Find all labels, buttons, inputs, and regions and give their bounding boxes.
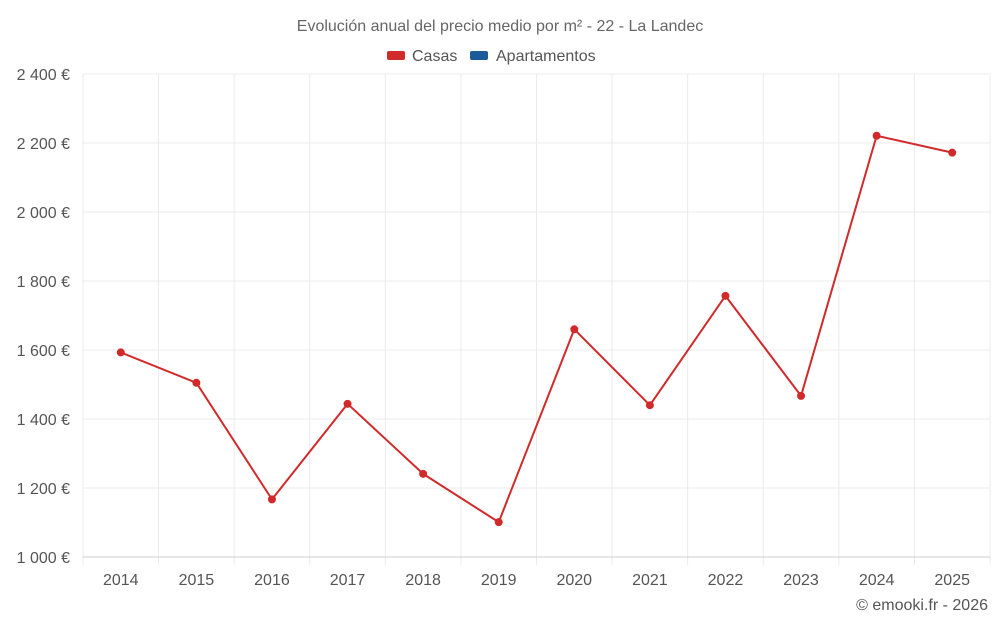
y-tick-label: 2 400 € bbox=[17, 67, 70, 84]
data-point-casas[interactable] bbox=[872, 131, 881, 140]
data-point-casas[interactable] bbox=[570, 325, 579, 334]
y-tick-label: 1 000 € bbox=[17, 550, 70, 567]
x-tick-label: 2015 bbox=[179, 572, 215, 589]
x-tick-label: 2014 bbox=[103, 572, 139, 589]
series-layer bbox=[116, 131, 957, 527]
x-tick-label: 2020 bbox=[556, 572, 592, 589]
legend-label-casas: Casas bbox=[412, 48, 457, 65]
x-gridlines bbox=[82, 74, 991, 565]
y-tick-label: 2 000 € bbox=[17, 205, 70, 222]
data-point-casas[interactable] bbox=[721, 291, 730, 300]
x-tick-label: 2017 bbox=[330, 572, 366, 589]
legend: Casas Apartamentos bbox=[387, 48, 596, 65]
y-tick-label: 1 200 € bbox=[17, 481, 70, 498]
data-point-casas[interactable] bbox=[343, 399, 352, 408]
legend-swatch-apartamentos bbox=[470, 51, 488, 60]
y-tick-label: 1 400 € bbox=[17, 412, 70, 429]
x-tick-label: 2023 bbox=[783, 572, 819, 589]
x-tick-label: 2018 bbox=[405, 572, 441, 589]
data-point-casas[interactable] bbox=[494, 518, 503, 527]
series-line-casas bbox=[120, 134, 953, 524]
x-tick-label: 2025 bbox=[934, 572, 970, 589]
legend-label-apartamentos: Apartamentos bbox=[496, 48, 596, 65]
x-tick-label: 2021 bbox=[632, 572, 668, 589]
y-tick-label: 1 600 € bbox=[17, 343, 70, 360]
legend-item-apartamentos[interactable]: Apartamentos bbox=[470, 48, 596, 65]
data-point-casas[interactable] bbox=[948, 148, 957, 157]
x-tick-label: 2024 bbox=[859, 572, 895, 589]
x-axis-ticks: 2014 2015 2016 2017 2018 2019 2020 2021 2022 2023… bbox=[103, 572, 970, 589]
data-point-casas[interactable] bbox=[797, 391, 806, 400]
x-tick-label: 2016 bbox=[254, 572, 290, 589]
credit-text: © emooki.fr - 2026 bbox=[856, 597, 988, 614]
chart-title: Evolución anual del precio medio por m² … bbox=[297, 18, 703, 35]
y-axis-ticks: 1 000 € 1 200 € 1 400 € 1 600 € 1 800 € 2 000… bbox=[17, 67, 70, 567]
data-point-casas[interactable] bbox=[419, 469, 428, 478]
data-point-casas[interactable] bbox=[645, 401, 654, 410]
data-point-casas[interactable] bbox=[116, 348, 125, 357]
x-tick-label: 2019 bbox=[481, 572, 517, 589]
data-point-casas[interactable] bbox=[192, 378, 201, 387]
legend-swatch-casas bbox=[387, 51, 405, 60]
x-tick-label: 2022 bbox=[708, 572, 744, 589]
data-point-casas[interactable] bbox=[267, 495, 276, 504]
y-tick-label: 1 800 € bbox=[17, 274, 70, 291]
y-tick-label: 2 200 € bbox=[17, 136, 70, 153]
legend-item-casas[interactable]: Casas bbox=[387, 48, 457, 65]
